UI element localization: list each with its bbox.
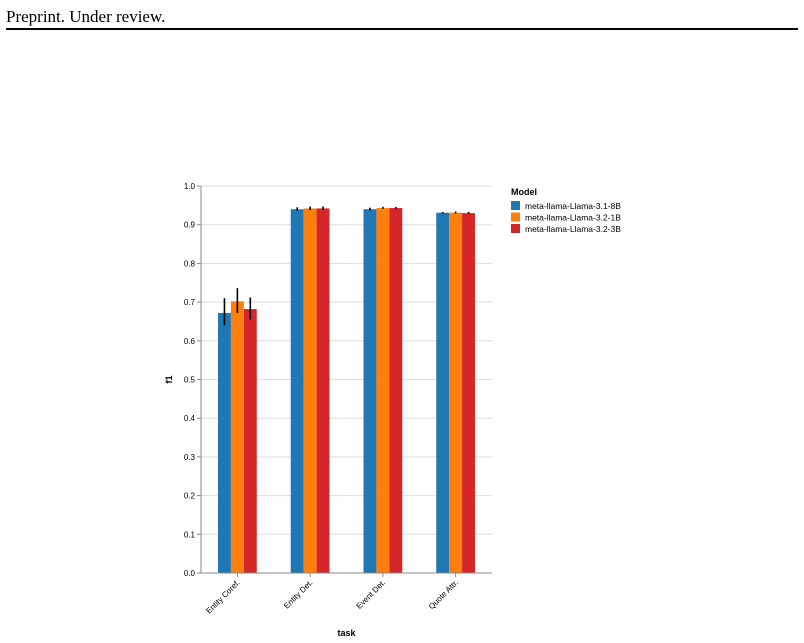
bar	[230, 301, 244, 573]
x-tick-label: Entity Coref.	[204, 578, 241, 615]
x-tick-label: Quote Attr.	[427, 578, 460, 611]
x-tick-label: Event Det.	[355, 578, 388, 611]
bar	[303, 208, 317, 574]
bar	[316, 208, 330, 574]
bar	[243, 309, 257, 573]
legend-label: meta-llama-Llama-3.2-3B	[525, 224, 621, 234]
y-tick-label: 0.9	[184, 221, 196, 230]
bar	[436, 212, 450, 573]
bar	[449, 212, 463, 573]
legend-swatch	[511, 224, 520, 233]
x-axis-title: task	[337, 628, 356, 638]
y-tick-label: 0.8	[184, 259, 196, 268]
bar	[363, 209, 377, 573]
x-tick-label: Entity Det.	[282, 578, 314, 610]
bar	[462, 213, 475, 573]
y-tick-label: 0.5	[184, 376, 196, 385]
bar	[389, 208, 403, 573]
legend-swatch	[511, 201, 520, 210]
y-tick-label: 0.0	[184, 569, 196, 578]
page-header: Preprint. Under review.	[6, 7, 166, 26]
bar	[376, 208, 390, 573]
y-tick-label: 0.7	[184, 298, 196, 307]
y-tick-label: 0.1	[184, 530, 196, 539]
y-tick-label: 0.3	[184, 453, 196, 462]
legend-label: meta-llama-Llama-3.2-1B	[525, 213, 621, 223]
y-tick-label: 1.0	[184, 182, 196, 191]
y-tick-label: 0.6	[184, 337, 196, 346]
bar	[290, 209, 304, 573]
header-rule	[6, 28, 798, 30]
legend-swatch	[511, 212, 520, 222]
bar	[218, 312, 231, 573]
bars-layer	[218, 206, 475, 574]
legend-label: meta-llama-Llama-3.1-8B	[525, 201, 621, 211]
y-tick-label: 0.2	[184, 492, 196, 501]
y-tick-label: 0.4	[184, 414, 196, 423]
legend-title: Model	[511, 187, 537, 197]
legend-layer: Model meta-llama-Llama-3.1-8B meta-llama-L…	[511, 187, 621, 234]
y-axis-title: f1	[164, 375, 174, 383]
